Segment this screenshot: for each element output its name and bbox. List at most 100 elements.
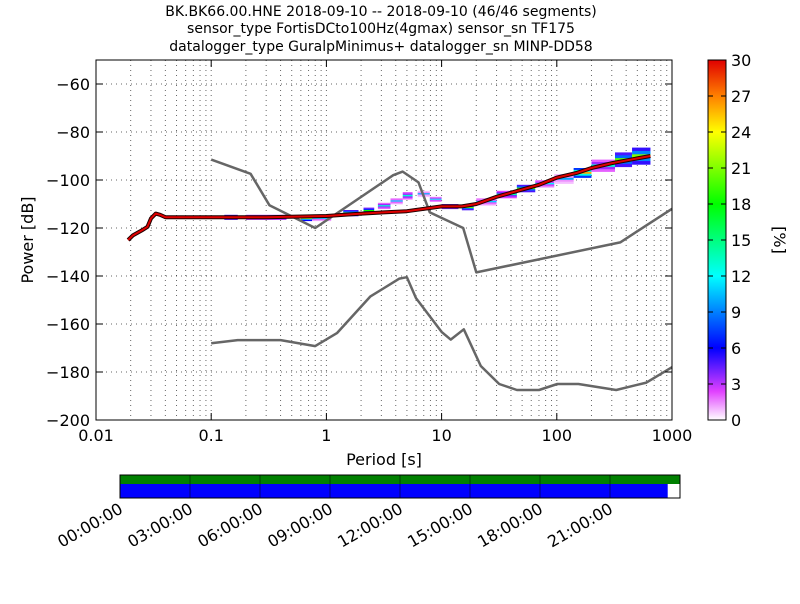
chart-title-line-2: sensor_type FortisDCto100Hz(4gmax) senso…	[187, 21, 575, 37]
psd-spread-cell	[554, 181, 574, 184]
colorbar-tick-label: 21	[731, 159, 751, 178]
psd-spread-cell	[390, 201, 403, 204]
plot-grid	[96, 60, 672, 420]
colorbar-tick-label: 15	[731, 231, 751, 250]
psd-spread-cell	[377, 207, 391, 210]
psd-spread-cells	[224, 147, 651, 222]
colorbar-tick-label: 6	[731, 339, 741, 358]
noise-model-curves	[210, 158, 673, 392]
chart-title-line-1: BK.BK66.00.HNE 2018-09-10 -- 2018-09-10 …	[165, 4, 596, 20]
psd-spread-cell	[429, 198, 442, 200]
psd-median-line	[127, 155, 651, 241]
timeline-bar: 00:00:0003:00:0006:00:0009:00:0012:00:00…	[54, 474, 681, 551]
psd-spread-cell	[300, 218, 313, 221]
timeline-tick-label: 15:00:00	[404, 499, 476, 551]
x-tick-label: 0.01	[78, 426, 114, 445]
psd-spread-cell	[312, 219, 332, 222]
y-tick-label: −160	[46, 315, 90, 334]
psd-spread-cell	[402, 194, 413, 197]
x-tick-label: 1	[321, 426, 331, 445]
psd-spread-cell	[496, 190, 517, 193]
psd-spread-cell	[632, 161, 651, 165]
psd-spread-cell	[573, 173, 592, 176]
psd-spread-cell	[390, 199, 403, 201]
y-axis-label: Power [dB]	[18, 196, 37, 283]
psd-spread-cell	[377, 202, 391, 205]
psd-spread-cell	[429, 199, 442, 201]
noise-model-low	[211, 275, 673, 392]
colorbar-label: [%]	[770, 226, 789, 254]
psd-spread-cell	[402, 192, 413, 194]
psd-spread-cell	[363, 207, 375, 210]
timeline-tick-label: 00:00:00	[54, 499, 126, 551]
psd-spread-cell	[614, 155, 633, 159]
x-axis-ticks: 0.01 0.1 1 10 100 1000	[78, 60, 692, 445]
psd-spread-cell	[535, 184, 555, 187]
y-axis-ticks: −200 −180 −160 −140 −120 −100 −80 −60	[46, 75, 672, 430]
psd-spread-cell	[614, 152, 633, 156]
psd-spread-cell	[516, 184, 536, 187]
colorbar-tick-label: 9	[731, 303, 741, 322]
x-tick-label: 1000	[652, 426, 693, 445]
colorbar-tick-label: 12	[731, 267, 751, 286]
psd-spread-cell	[343, 211, 359, 213]
psd-spread-cell	[377, 205, 391, 207]
psd-spread-cell	[300, 217, 313, 220]
psd-spread-cell	[402, 196, 413, 199]
x-tick-label: 0.1	[198, 426, 223, 445]
psd-spread-cell	[554, 177, 574, 181]
y-tick-label: −140	[46, 267, 90, 286]
y-tick-label: −180	[46, 363, 90, 382]
psd-spread-cell	[363, 210, 375, 212]
psd-spread-cell	[429, 197, 442, 200]
y-tick-label: −60	[56, 75, 90, 94]
psd-spread-cell	[390, 198, 403, 200]
psd-spread-cell	[417, 192, 430, 194]
x-tick-label: 10	[431, 426, 451, 445]
psd-spread-cell	[516, 190, 536, 193]
psd-spread-cell	[417, 190, 430, 193]
psd-spread-cell	[573, 175, 592, 178]
psd-spread-cell	[632, 147, 651, 152]
timeline-tick-label: 03:00:00	[124, 499, 196, 551]
timeline-coverage-fill	[120, 484, 668, 498]
psd-spread-cell	[461, 209, 474, 211]
psd-spread-cell	[614, 163, 633, 168]
psd-spread-cell	[429, 196, 442, 199]
noise-model-high	[210, 158, 673, 274]
timeline-tick-label: 21:00:00	[544, 499, 616, 551]
psd-spread-cell	[476, 202, 497, 205]
timeline-tick-label: 06:00:00	[194, 499, 266, 551]
colorbar-tick-label: 0	[731, 411, 741, 430]
psd-spread-cell	[300, 219, 313, 222]
chart-title-line-3: datalogger_type GuralpMinimus+ datalogge…	[169, 39, 592, 55]
psd-spread-cell	[377, 204, 391, 206]
colorbar-ticks: 0 3 6 9 12 15 18 21 24 27 30	[708, 51, 751, 430]
psd-spread-cell	[476, 203, 497, 206]
psd-spread-cell	[402, 197, 413, 200]
y-tick-label: −80	[56, 123, 90, 142]
psd-spread-cell	[591, 159, 615, 163]
psd-spread-cell	[312, 218, 332, 221]
psd-spread-cell	[535, 185, 555, 188]
psd-spread-cell	[390, 200, 403, 202]
psd-spread-cell	[429, 200, 442, 202]
y-tick-label: −120	[46, 219, 90, 238]
psd-spread-cell	[377, 206, 391, 208]
psd-spread-cell	[343, 210, 359, 212]
psd-spread-cell	[632, 150, 651, 155]
psd-spread-cell	[363, 208, 375, 211]
plot-frame	[95, 59, 673, 421]
timeline-tick-label: 12:00:00	[334, 499, 406, 551]
psd-spread-cell	[312, 217, 332, 220]
y-tick-label: −200	[46, 411, 90, 430]
psd-spread-cell	[390, 202, 403, 205]
psd-spread-cell	[245, 218, 287, 220]
psd-spread-cell	[554, 179, 574, 182]
psd-median-curve	[126, 154, 651, 242]
psd-spread-cell	[224, 218, 238, 220]
psd-spread-cell	[441, 207, 459, 210]
x-tick-label: 100	[542, 426, 573, 445]
psd-spread-cell	[496, 196, 517, 199]
